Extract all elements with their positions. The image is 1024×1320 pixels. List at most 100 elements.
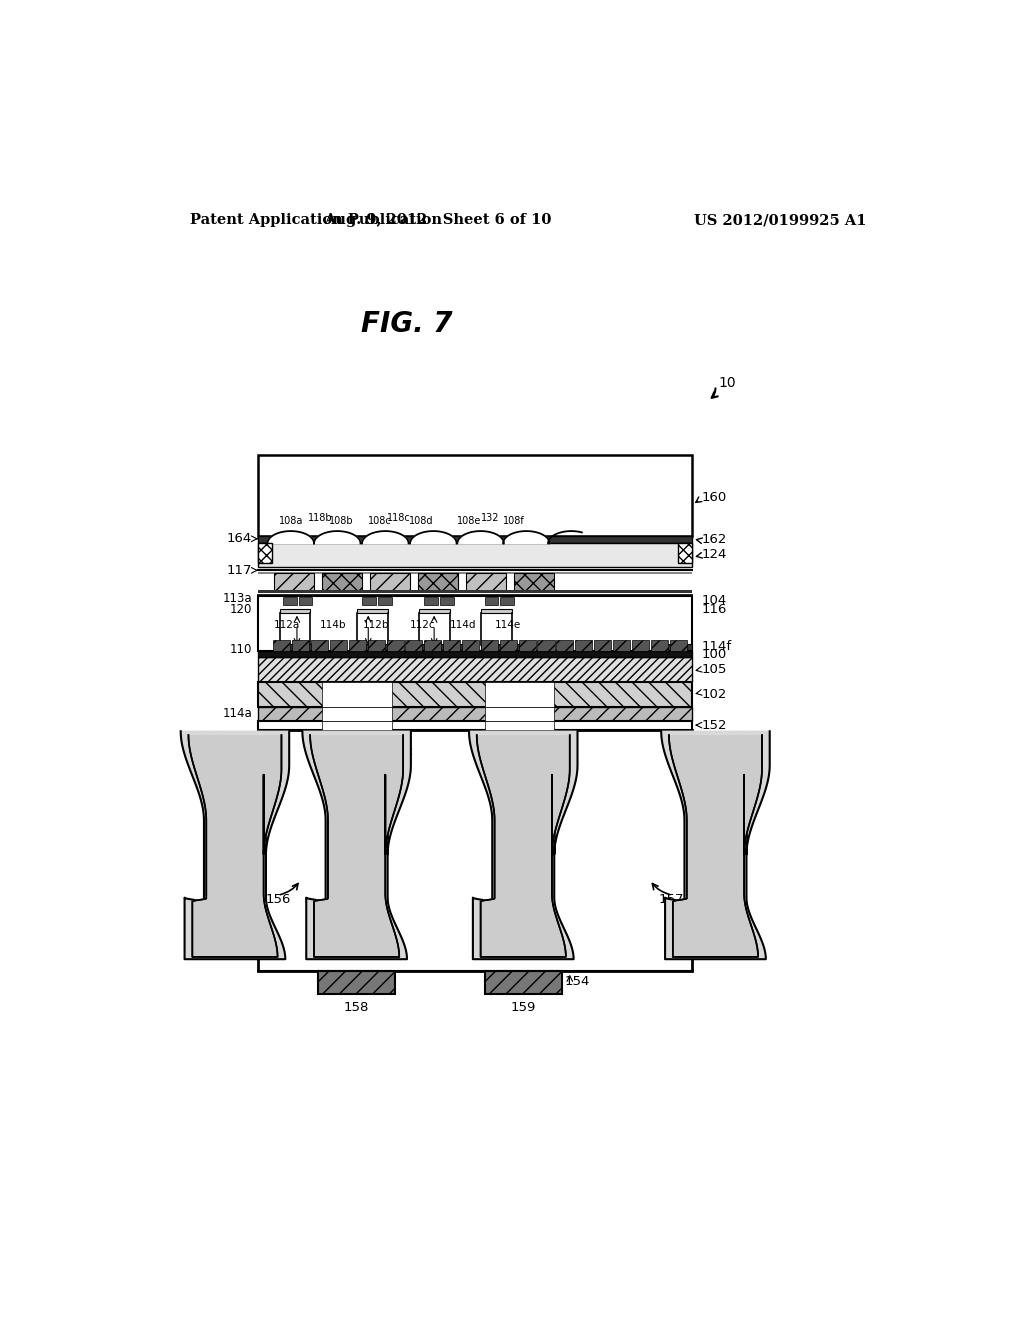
Polygon shape [477, 735, 569, 957]
Text: 156: 156 [266, 892, 291, 906]
Text: 132: 132 [481, 512, 500, 523]
Text: 108f: 108f [503, 516, 525, 527]
Bar [514, 573, 554, 591]
Bar [258, 590, 692, 593]
Bar [424, 640, 441, 651]
Polygon shape [314, 531, 360, 544]
Text: 114c: 114c [385, 744, 414, 758]
Bar [670, 640, 687, 651]
Text: 159: 159 [511, 1001, 536, 1014]
Text: 114f: 114f [701, 640, 731, 653]
Bar [273, 573, 314, 591]
Bar [406, 640, 423, 651]
Bar [462, 640, 479, 651]
Bar [258, 572, 692, 574]
Bar [481, 640, 498, 651]
Bar [322, 721, 391, 730]
Text: 112c: 112c [410, 620, 435, 630]
Bar [280, 644, 325, 649]
Bar [356, 644, 401, 649]
Bar [419, 644, 464, 649]
Bar [362, 597, 376, 605]
Bar [424, 597, 438, 605]
Text: 10: 10 [719, 376, 736, 391]
Text: 113b: 113b [222, 739, 252, 751]
Polygon shape [188, 735, 282, 957]
Bar [258, 721, 692, 730]
Text: 150: 150 [701, 816, 727, 829]
Polygon shape [469, 731, 578, 960]
Text: 106: 106 [226, 785, 252, 797]
Text: 114b: 114b [321, 620, 347, 630]
Text: FIG. 7: FIG. 7 [361, 310, 453, 338]
Text: 112a: 112a [273, 620, 300, 630]
Bar [258, 706, 692, 721]
Text: 114a: 114a [222, 708, 252, 721]
Polygon shape [310, 735, 403, 957]
Bar [443, 640, 460, 651]
Text: 105: 105 [701, 663, 727, 676]
Bar [500, 597, 514, 605]
Polygon shape [669, 735, 762, 957]
Bar [258, 730, 692, 970]
Text: 104: 104 [701, 594, 727, 607]
Bar [258, 455, 692, 536]
Bar [258, 651, 692, 657]
Bar [650, 640, 668, 651]
Bar [484, 721, 554, 730]
Bar [419, 609, 450, 614]
Bar [280, 609, 310, 614]
Polygon shape [503, 531, 550, 544]
Bar [356, 609, 388, 614]
Bar [368, 640, 385, 651]
Text: 100: 100 [701, 648, 727, 661]
Bar [322, 682, 391, 706]
Polygon shape [188, 735, 282, 957]
Bar [418, 573, 458, 591]
Text: 164: 164 [226, 532, 252, 545]
Text: 160: 160 [701, 491, 727, 504]
Polygon shape [662, 731, 770, 960]
Text: 110: 110 [229, 643, 252, 656]
Bar [594, 640, 611, 651]
Bar [556, 640, 573, 651]
Bar [330, 640, 347, 651]
Text: 116: 116 [701, 603, 727, 616]
Bar [484, 970, 562, 994]
Bar [439, 597, 454, 605]
Text: 112b: 112b [362, 620, 389, 630]
Bar [480, 609, 512, 614]
Text: 106: 106 [701, 785, 727, 797]
Bar [500, 640, 517, 651]
Text: 108d: 108d [409, 516, 433, 527]
Text: 114e: 114e [495, 620, 521, 630]
Bar [258, 682, 692, 706]
Text: US 2012/0199925 A1: US 2012/0199925 A1 [693, 213, 866, 227]
Bar [678, 544, 692, 562]
Bar [484, 597, 499, 605]
Text: 117: 117 [226, 564, 252, 577]
Bar [480, 644, 521, 649]
Bar [258, 595, 692, 651]
Polygon shape [669, 735, 762, 957]
Bar [632, 640, 649, 651]
Text: 154: 154 [565, 975, 590, 989]
Polygon shape [310, 735, 403, 957]
Text: 108b: 108b [329, 516, 353, 527]
Text: 113a: 113a [222, 593, 252, 606]
Polygon shape [477, 735, 569, 957]
Text: 108c: 108c [368, 516, 392, 527]
Bar [311, 640, 328, 651]
Polygon shape [362, 531, 409, 544]
Bar [665, 644, 692, 649]
Text: Patent Application Publication: Patent Application Publication [190, 213, 442, 227]
Bar [258, 536, 692, 544]
Polygon shape [302, 731, 411, 960]
Text: 162: 162 [701, 533, 727, 546]
Bar [484, 682, 554, 706]
Text: 152: 152 [701, 718, 727, 731]
Bar [283, 597, 297, 605]
Text: 118c: 118c [387, 512, 411, 523]
Bar [299, 597, 312, 605]
Bar [322, 706, 391, 721]
